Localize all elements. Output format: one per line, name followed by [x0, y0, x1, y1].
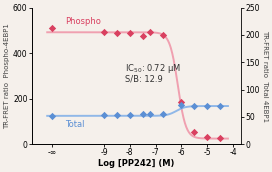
Point — [50, 27, 55, 30]
Text: IC$_{50}$: 0.72 μM: IC$_{50}$: 0.72 μM — [125, 62, 181, 75]
Text: S/B: 12.9: S/B: 12.9 — [125, 75, 162, 84]
Text: Total: Total — [65, 120, 85, 129]
Point — [205, 136, 209, 138]
Point — [218, 137, 222, 139]
Point — [115, 31, 119, 34]
Y-axis label: TR-FRET ratio  Total 4EBP1: TR-FRET ratio Total 4EBP1 — [262, 30, 268, 122]
Point — [161, 112, 166, 115]
Point — [192, 131, 197, 134]
Point — [128, 113, 132, 116]
Point — [102, 114, 106, 117]
Point — [218, 105, 222, 107]
Point — [115, 113, 119, 116]
Point — [148, 31, 153, 34]
Point — [205, 105, 209, 107]
Point — [50, 115, 55, 117]
Point — [179, 104, 184, 106]
Point — [102, 30, 106, 33]
Point — [192, 105, 197, 107]
X-axis label: Log [PP242] (M): Log [PP242] (M) — [98, 159, 174, 168]
Y-axis label: TR-FRET ratio  Phospho-4EBP1: TR-FRET ratio Phospho-4EBP1 — [4, 23, 10, 129]
Point — [179, 101, 184, 104]
Text: Phospho: Phospho — [65, 17, 101, 26]
Point — [148, 113, 153, 116]
Point — [161, 34, 166, 37]
Point — [141, 113, 145, 116]
Point — [141, 35, 145, 37]
Point — [128, 32, 132, 35]
